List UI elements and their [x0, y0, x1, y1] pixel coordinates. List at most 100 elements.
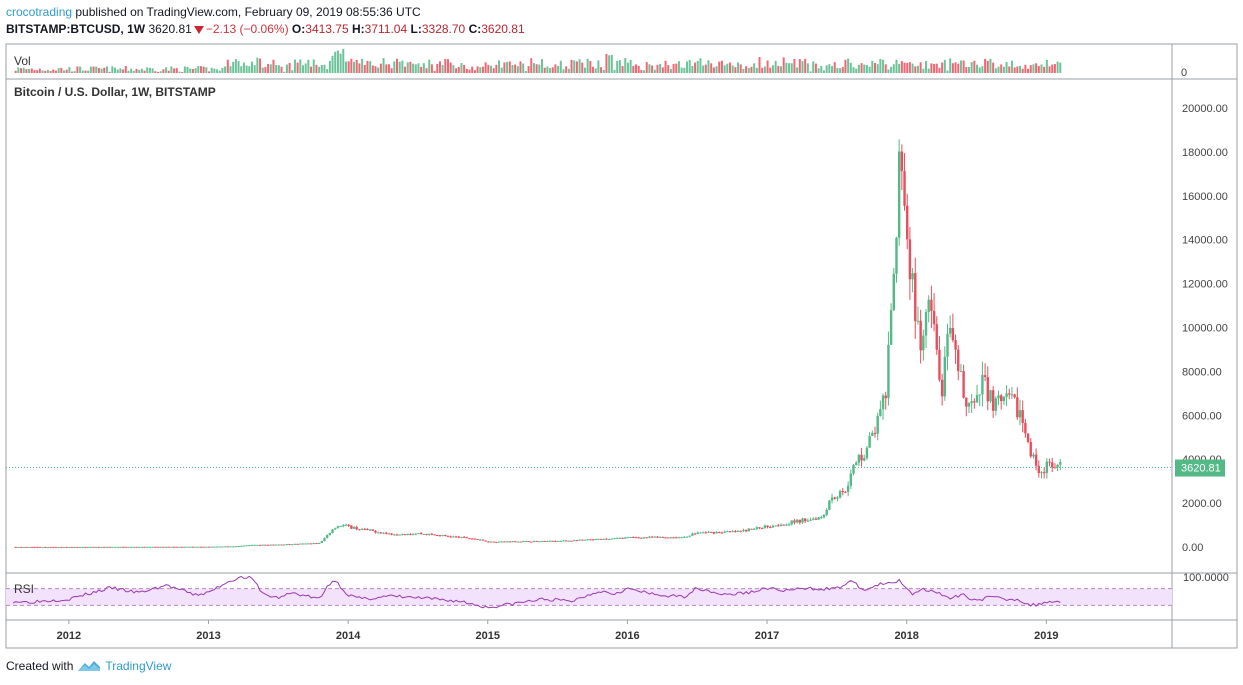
candle-body: [1034, 454, 1038, 466]
volume-bar: [449, 62, 452, 73]
volume-bar: [1040, 64, 1043, 73]
volume-bar: [73, 71, 76, 73]
volume-bar: [264, 67, 267, 73]
candle-body: [594, 538, 597, 540]
volume-bar: [519, 61, 522, 73]
volume-bar: [288, 62, 291, 73]
candle-body: [199, 546, 203, 548]
candle-body: [632, 537, 635, 539]
candle-body: [841, 490, 844, 492]
volume-bar: [863, 64, 866, 73]
candle-body: [19, 546, 23, 548]
candle-body: [180, 546, 184, 548]
volume-bar: [586, 58, 589, 73]
volume-bar: [425, 68, 428, 73]
candle-body: [376, 532, 380, 534]
volume-bar: [285, 64, 288, 73]
volume-bar: [178, 71, 181, 73]
candle-body: [943, 356, 947, 397]
volume-bar: [804, 58, 807, 73]
candle-body: [540, 540, 544, 542]
candle-body: [170, 546, 173, 548]
tradingview-brand-link[interactable]: TradingView: [105, 659, 172, 673]
candle-body: [860, 454, 863, 461]
volume-bar: [186, 66, 189, 73]
volume-bar: [855, 68, 858, 73]
volume-bar: [763, 66, 766, 73]
volume-bar: [336, 50, 339, 73]
volume-bar: [299, 59, 302, 73]
candle-body: [726, 531, 729, 533]
volume-bar: [546, 66, 549, 73]
volume-bar: [245, 65, 248, 73]
volume-bar: [315, 64, 318, 73]
candle-body: [589, 539, 592, 541]
candle-body: [183, 546, 187, 548]
candle-body: [395, 534, 399, 536]
volume-bar: [597, 60, 600, 73]
candle-body: [248, 545, 251, 547]
volume-bar: [949, 58, 952, 73]
candle-body: [672, 537, 675, 539]
candle-body: [468, 538, 471, 540]
volume-bar: [742, 68, 745, 73]
candle-body: [779, 524, 783, 526]
candle-body: [355, 527, 358, 530]
candle-body: [293, 543, 297, 545]
candle-body: [573, 540, 576, 542]
volume-bar: [492, 68, 495, 73]
candle-body: [954, 340, 957, 350]
candle-body: [363, 528, 366, 530]
volume-bar: [253, 65, 256, 73]
candle-body: [76, 546, 79, 548]
volume-bar: [836, 67, 839, 73]
volume-bar: [277, 65, 280, 73]
volume-bar: [307, 59, 310, 73]
candle-body: [175, 546, 178, 548]
x-tick-label: 2019: [1034, 630, 1058, 642]
volume-bar: [1010, 60, 1013, 73]
volume-bar: [441, 65, 444, 73]
volume-bar: [382, 58, 385, 73]
candle-body: [481, 539, 485, 541]
candle-body: [497, 541, 501, 543]
volume-bar: [669, 68, 672, 73]
price-y-axis[interactable]: 0.002000.004000.006000.008000.0010000.00…: [1182, 103, 1228, 554]
volume-bar: [651, 65, 654, 73]
volume-bar: [46, 69, 49, 73]
candle-body: [446, 535, 450, 537]
volume-bar: [199, 66, 202, 73]
volume-pane[interactable]: [14, 48, 1062, 73]
candle-body: [801, 518, 804, 523]
candle-body: [476, 538, 479, 540]
time-x-axis[interactable]: 2012 2013 2014 2015 2016 2017 2018 2019: [57, 620, 1059, 642]
candle-body: [503, 541, 506, 543]
candle-body: [570, 540, 573, 542]
candle-body: [806, 520, 810, 522]
volume-bar: [508, 61, 511, 73]
volume-bar: [428, 59, 431, 73]
candle-body: [320, 541, 324, 543]
candle-body: [89, 546, 93, 548]
candle-body: [334, 528, 337, 530]
candle-body: [49, 546, 52, 548]
author-link[interactable]: crocotrading: [6, 5, 73, 19]
volume-bar: [822, 70, 825, 73]
volume-bar: [224, 66, 227, 73]
volume-bar: [84, 70, 87, 73]
rsi-pane[interactable]: [6, 575, 1172, 609]
y-tick-label: 0.00: [1182, 542, 1203, 554]
candle-body: [291, 544, 294, 546]
volume-bar: [610, 54, 613, 73]
price-pane[interactable]: [6, 139, 1172, 548]
candle-body: [911, 273, 914, 280]
volume-bar: [326, 69, 329, 73]
volume-bar: [210, 67, 213, 73]
candle-body: [873, 432, 877, 434]
symbol-info: BITSTAMP:BTCUSD, 1W 3620.81 −2.13 (−0.06%…: [6, 22, 525, 36]
candle-body: [817, 517, 820, 520]
candle-body: [924, 312, 928, 336]
candle-body: [653, 536, 656, 538]
volume-bar: [473, 70, 476, 73]
